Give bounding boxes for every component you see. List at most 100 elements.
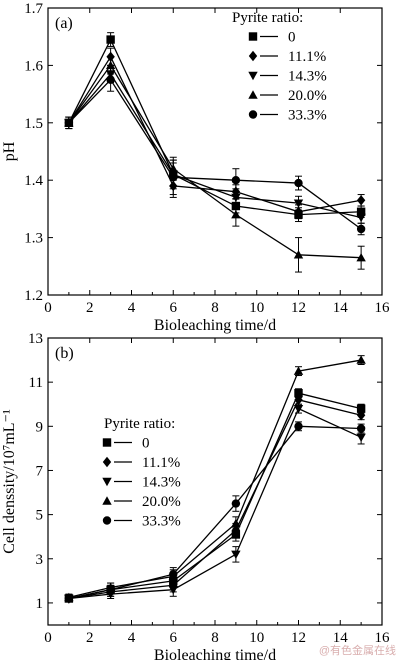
legend-marker — [248, 90, 258, 99]
y-tick-label: 1 — [36, 596, 44, 612]
x-tick-label: 16 — [375, 300, 391, 316]
data-point — [231, 176, 241, 185]
x-tick-label: 4 — [128, 300, 136, 316]
data-point — [231, 209, 241, 219]
plot-frame — [47, 337, 383, 626]
x-tick-label: 4 — [128, 630, 136, 646]
x-tick-label: 2 — [86, 630, 94, 646]
legend-marker — [102, 496, 112, 505]
data-point — [293, 404, 304, 414]
x-tick-label: 12 — [291, 300, 306, 316]
series-line — [68, 407, 362, 600]
series-33.3% — [64, 67, 366, 236]
x-axis-label: Bioleaching time/d — [154, 317, 276, 334]
series-line — [68, 72, 362, 219]
data-point — [356, 355, 366, 364]
data-point — [168, 585, 178, 595]
y-axis-label: pH — [1, 141, 18, 161]
legend-label: 11.1% — [142, 455, 180, 471]
x-tick-label: 16 — [375, 630, 391, 646]
series-line — [68, 38, 362, 216]
y-tick-label: 7 — [36, 463, 44, 479]
x-tick-label: 14 — [333, 300, 349, 316]
legend-label: 14.3% — [142, 475, 181, 491]
x-tick-label: 8 — [211, 630, 219, 646]
legend-label: 0 — [142, 436, 150, 452]
data-point — [105, 60, 116, 70]
legend-label: 33.3% — [288, 108, 327, 124]
data-point — [64, 118, 74, 128]
x-tick-label: 2 — [86, 300, 94, 316]
legend-marker — [102, 477, 112, 487]
data-point — [356, 433, 366, 443]
data-point — [356, 224, 366, 234]
data-point — [356, 410, 366, 421]
data-point — [231, 550, 241, 560]
data-point — [106, 75, 115, 84]
x-tick-label: 6 — [170, 300, 178, 316]
data-point — [169, 570, 178, 579]
series-line — [68, 425, 362, 600]
x-tick-label: 10 — [249, 630, 264, 646]
legend: Pyrite ratio: 0 11.1% 14.3% 20.0% 33.3% — [102, 416, 181, 530]
data-point — [106, 35, 115, 44]
series-line — [68, 78, 362, 230]
legend-title: Pyrite ratio: — [232, 10, 303, 26]
legend-marker — [248, 71, 258, 81]
legend-label: 20.0% — [288, 88, 327, 104]
data-point — [294, 422, 303, 431]
series-line — [68, 359, 362, 599]
y-tick-label: 1.4 — [24, 173, 43, 189]
series-33.3% — [64, 421, 366, 603]
data-point — [106, 585, 115, 594]
x-tick-label: 12 — [291, 630, 306, 646]
data-point — [356, 195, 366, 206]
legend-marker — [248, 110, 258, 119]
y-tick-label: 1.5 — [24, 116, 43, 132]
legend: Pyrite ratio: 0 11.1% 14.3% 20.0% 33.3% — [232, 10, 327, 124]
legend-marker — [248, 32, 258, 41]
legend-label: 33.3% — [142, 514, 181, 530]
series-line — [68, 399, 362, 600]
legend-title: Pyrite ratio: — [104, 416, 175, 432]
data-point — [169, 173, 178, 182]
x-axis-label: Bioleaching time/d — [154, 647, 276, 660]
panel-label: (b) — [55, 345, 74, 362]
data-point — [356, 252, 366, 262]
data-point — [356, 424, 366, 433]
y-tick-label: 1.6 — [24, 58, 43, 74]
data-point — [294, 394, 303, 406]
x-tick-label: 6 — [170, 630, 178, 646]
data-point — [231, 193, 241, 203]
data-point — [294, 388, 303, 398]
y-tick-label: 11 — [29, 375, 43, 391]
y-tick-label: 5 — [36, 508, 44, 524]
series-line — [68, 55, 362, 213]
legend-marker — [102, 516, 112, 525]
data-point — [64, 594, 74, 603]
data-point — [293, 250, 304, 259]
x-tick-label: 10 — [249, 300, 264, 316]
y-tick-label: 1.7 — [24, 1, 43, 17]
x-tick-label: 0 — [44, 630, 52, 646]
data-point — [293, 199, 304, 208]
legend-marker — [248, 50, 258, 62]
legend-label: 0 — [288, 30, 296, 46]
data-point — [231, 518, 241, 528]
y-tick-label: 13 — [28, 331, 43, 347]
legend-label: 20.0% — [142, 494, 181, 510]
data-point — [294, 178, 303, 188]
y-axis-label: Cell denssity/10⁷mL⁻¹ — [1, 409, 18, 554]
x-tick-label: 0 — [44, 300, 52, 316]
data-point — [356, 213, 366, 223]
panel-label: (a) — [55, 15, 73, 32]
y-tick-label: 1.3 — [24, 231, 43, 247]
legend-label: 11.1% — [288, 49, 326, 65]
data-point — [356, 404, 366, 413]
y-tick-label: 3 — [36, 552, 44, 568]
legend-marker — [102, 438, 112, 447]
data-point — [231, 499, 241, 508]
y-tick-label: 1.2 — [24, 288, 43, 304]
